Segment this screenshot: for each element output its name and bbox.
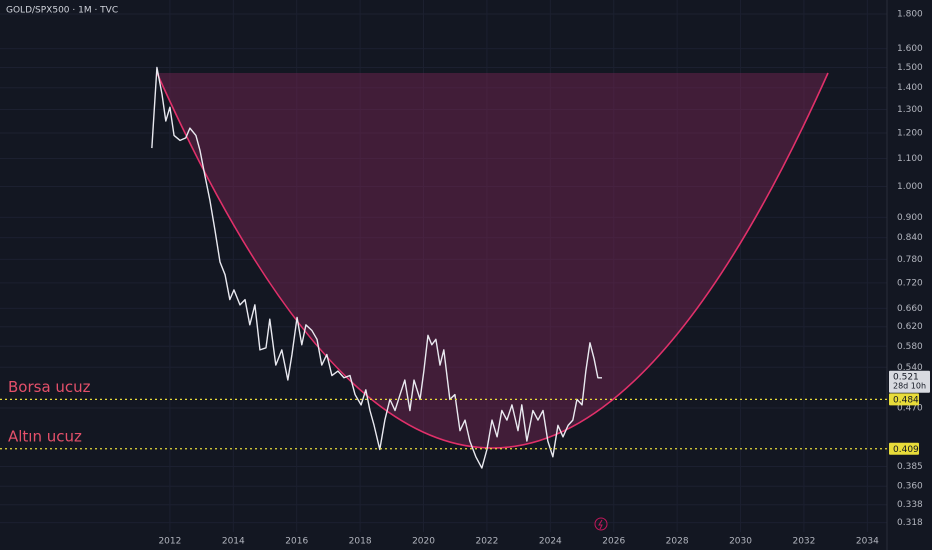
y-tick-label: 1.100: [897, 154, 923, 164]
y-tick-label: 0.840: [897, 233, 923, 243]
last-price-label: 0.521: [893, 372, 919, 382]
x-tick-label: 2016: [285, 537, 308, 547]
x-tick-label: 2014: [222, 537, 245, 547]
level-label: Altın ucuz: [8, 427, 82, 445]
cup-curve: [156, 72, 829, 449]
x-tick-label: 2034: [856, 537, 879, 547]
level-badge-label: 0.409: [893, 445, 919, 455]
y-tick-label: 0.470: [897, 403, 923, 413]
y-tick-label: 0.385: [897, 462, 923, 472]
y-tick-label: 1.400: [897, 83, 923, 93]
y-tick-label: 0.720: [897, 278, 923, 288]
event-icon-bolt: [598, 519, 603, 530]
y-tick-label: 0.620: [897, 322, 923, 332]
y-tick-label: 0.900: [897, 213, 923, 223]
countdown-label: 28d 10h: [893, 381, 926, 390]
x-tick-label: 2024: [539, 537, 562, 547]
x-tick-label: 2028: [666, 537, 689, 547]
y-tick-label: 1.200: [897, 128, 923, 138]
event-icon[interactable]: [594, 517, 608, 531]
chart-title: GOLD/SPX500 · 1M · TVC: [6, 6, 118, 16]
y-tick-label: 1.500: [897, 63, 923, 73]
x-tick-label: 2026: [602, 537, 625, 547]
y-tick-label: 0.660: [897, 304, 923, 314]
x-tick-label: 2020: [412, 537, 435, 547]
y-tick-label: 0.318: [897, 518, 923, 528]
cup-fill: [157, 73, 828, 448]
level-label: Borsa ucuz: [8, 378, 91, 396]
y-tick-label: 0.338: [897, 500, 923, 510]
y-tick-label: 0.780: [897, 255, 923, 265]
y-tick-label: 0.580: [897, 342, 923, 352]
y-tick-label: 1.000: [897, 182, 923, 192]
x-tick-label: 2022: [475, 537, 498, 547]
x-tick-label: 2030: [729, 537, 752, 547]
y-tick-label: 0.360: [897, 482, 923, 492]
y-tick-label: 0.540: [897, 363, 923, 373]
level-badge: [889, 393, 919, 406]
x-tick-label: 2032: [792, 537, 815, 547]
level-badge: [889, 442, 919, 455]
level-badge-label: 0.484: [893, 395, 919, 405]
y-tick-label: 1.300: [897, 105, 923, 115]
grid: [0, 0, 887, 532]
y-tick-label: 1.800: [897, 10, 923, 20]
y-tick-label: 1.600: [897, 44, 923, 54]
x-tick-label: 2012: [158, 537, 181, 547]
x-tick-label: 2018: [349, 537, 372, 547]
price-line: [151, 66, 603, 469]
last-price-badge: [889, 370, 930, 393]
